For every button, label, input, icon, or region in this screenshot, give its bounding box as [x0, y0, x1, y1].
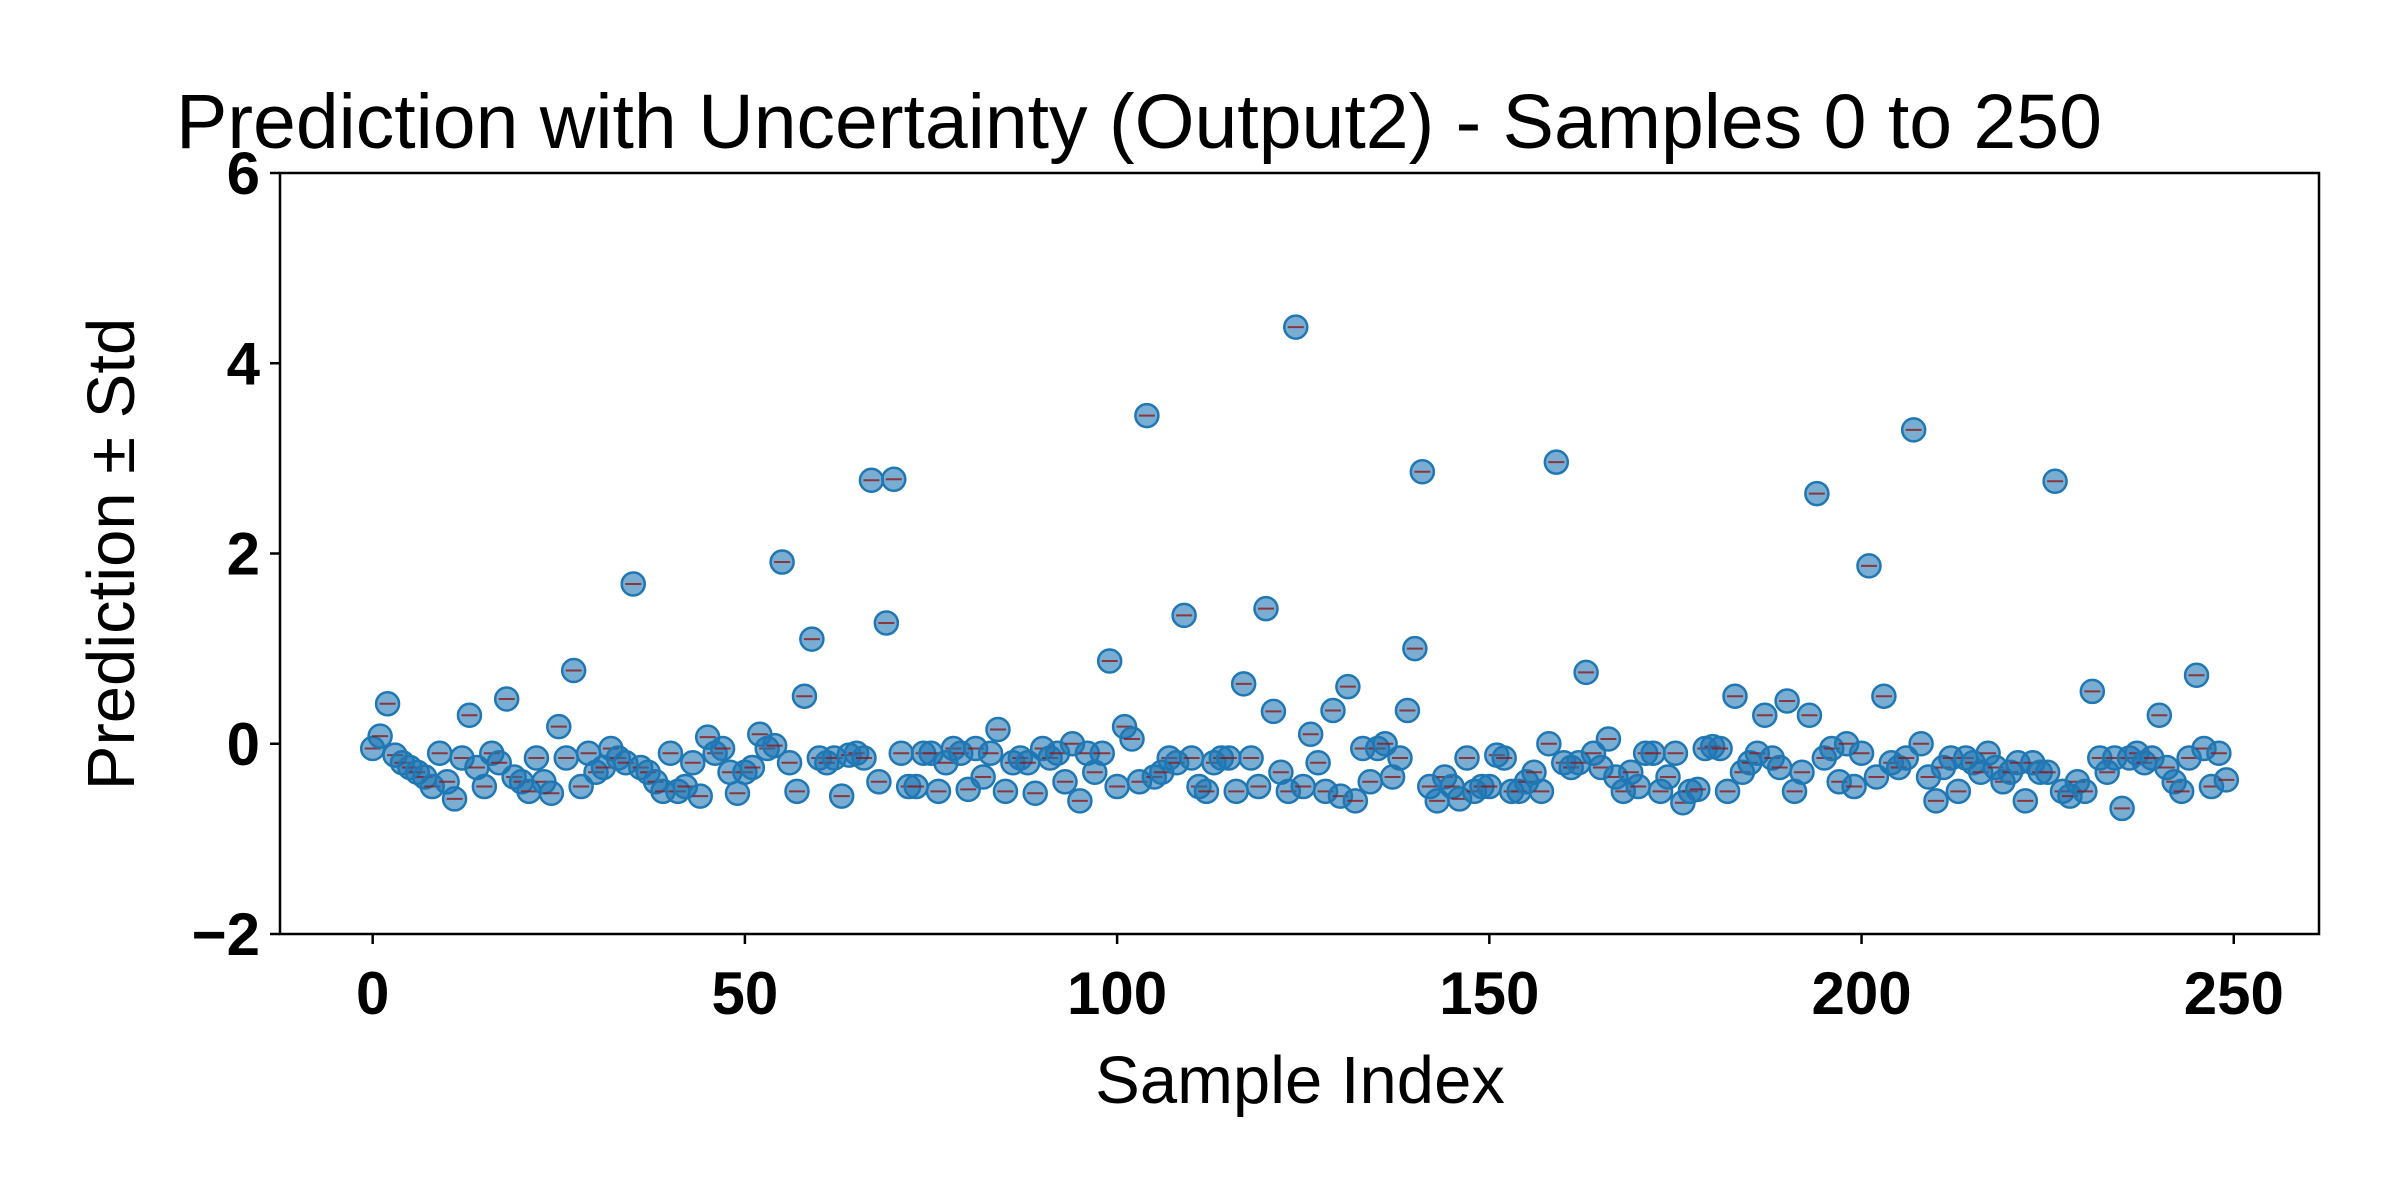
chart-title: Prediction with Uncertainty (Output2) - …	[176, 79, 2102, 165]
x-tick-label: 50	[712, 960, 779, 1027]
plot-area	[359, 314, 2240, 822]
x-tick-label: 200	[1811, 960, 1911, 1027]
y-tick-label: −2	[192, 901, 260, 968]
x-tick-label: 100	[1067, 960, 1167, 1027]
y-tick-label: 2	[227, 521, 260, 588]
y-tick-label: 0	[227, 711, 260, 778]
x-tick-label: 250	[2184, 960, 2284, 1027]
x-tick-label: 0	[356, 960, 389, 1027]
x-axis-label: Sample Index	[1095, 1043, 1505, 1118]
y-axis-label: Prediction ± Std	[74, 318, 149, 791]
x-tick-label: 150	[1439, 960, 1539, 1027]
y-tick-label: 4	[227, 330, 261, 397]
y-tick-label: 6	[227, 140, 260, 207]
